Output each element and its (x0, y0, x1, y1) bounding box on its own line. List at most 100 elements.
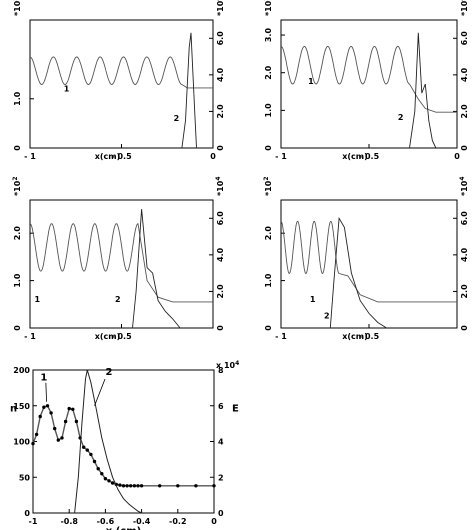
series-2-line (181, 32, 197, 149)
x-tick-label: - 0.5 (111, 332, 132, 341)
right-scale-text: *10 (216, 0, 225, 16)
series-1-point (67, 406, 71, 411)
series-1-point (118, 483, 122, 487)
left-tick-label: 0 (13, 145, 22, 151)
left-tick-label: 1.0 (13, 273, 22, 288)
series-1-line (32, 404, 214, 487)
right-tick-label: 4.0 (216, 67, 225, 82)
left-tick-label: 1.0 (13, 91, 22, 106)
right-tick-label: 4.0 (460, 247, 469, 262)
left-tick-label: 50 (19, 473, 31, 482)
series-1-point (129, 484, 133, 488)
x-axis-label: x(cm) (342, 152, 368, 161)
right-tick-label: 2.0 (460, 284, 469, 299)
x-axis-label: x(cm) (95, 152, 121, 161)
left-tick-label: 1.0 (264, 273, 273, 288)
right-tick-label: 0 (216, 325, 225, 331)
x-tick-label: -1 (29, 517, 38, 526)
right-tick-label: 6.0 (460, 211, 469, 226)
left-scale-text: *10 (13, 180, 22, 196)
series-1-point (107, 479, 111, 483)
series-1-point (212, 484, 216, 488)
right-scale-exponent: 4 (459, 176, 466, 180)
right-scale-text: x 10 (216, 361, 236, 370)
left-tick-label: 150 (13, 402, 30, 411)
left-tick-label: 100 (13, 438, 30, 447)
series-1-point (38, 414, 42, 419)
series-annotation: 1 (40, 373, 47, 384)
plot-frame (29, 19, 214, 149)
series-1-point (71, 407, 75, 411)
x-tick-label: - 0.5 (111, 152, 132, 161)
series-2-line (329, 216, 387, 329)
right-tick-label: 2.0 (216, 284, 225, 299)
right-scale-exponent: 4 (215, 0, 222, 1)
right-tick-label: 6.0 (216, 211, 225, 226)
x-tick-label: -0.8 (60, 517, 78, 526)
series-1-line (280, 45, 457, 113)
series-1-line (29, 223, 213, 303)
right-tick-label: 2.0 (216, 104, 225, 119)
series-2-line (409, 32, 437, 149)
left-tick-label: 1.0 (264, 103, 273, 118)
left-scale-text: *10 (264, 0, 273, 16)
series-annotation: 2 (324, 312, 330, 321)
left-scale-text: *10 (13, 0, 22, 16)
series-1-point (158, 484, 162, 488)
x-tick-label: - 1 (275, 332, 287, 341)
plot-frame (280, 199, 458, 329)
left-scale-label: *102 (12, 0, 23, 16)
x-tick-label: 0 (454, 152, 460, 161)
panel-2: - 1- 0.50x(cm)01.02.03.002.04.06.0*102*1… (263, 0, 470, 161)
plot-frame (32, 369, 215, 514)
series-1-point (85, 448, 90, 452)
right-tick-label: 4.0 (216, 247, 225, 262)
series-1-point (34, 432, 39, 437)
x-tick-label: 0 (210, 152, 216, 161)
panel-5: -1 -0.8 -0.6 -0.4 -0.2 0 x (cm) 0 50 100 150 200 0 2 4… (10, 360, 239, 530)
right-tick-label: 6.0 (460, 31, 469, 46)
series-1-point (100, 472, 104, 476)
left-tick-label: 0 (264, 145, 273, 151)
series-annotation: 2 (174, 114, 180, 123)
right-scale-exponent: 4 (215, 176, 222, 180)
right-scale-text: *10 (460, 180, 469, 196)
plot-frame (29, 199, 214, 329)
right-tick-label: 4.0 (460, 67, 469, 82)
left-scale-exponent: 2 (263, 176, 270, 180)
right-scale-label: *104 (215, 176, 226, 196)
annotation-leader-1 (45, 382, 47, 402)
x-tick-label: -0.2 (169, 517, 187, 526)
left-scale-exponent: 2 (12, 0, 19, 1)
right-tick-label: 0 (216, 145, 225, 151)
x-tick-label: - 0.5 (359, 152, 380, 161)
series-1-point (121, 484, 126, 488)
x-tick-label: - 1 (275, 152, 287, 161)
right-scale-text: *10 (216, 180, 225, 196)
series-1-point (60, 436, 64, 440)
series-annotation: 1 (35, 295, 41, 304)
series-1-point (56, 438, 60, 442)
series-1-point (110, 481, 115, 485)
left-axis-label: n (10, 404, 17, 415)
x-tick-label: -0.4 (133, 517, 151, 526)
left-tick-label: 200 (13, 366, 30, 375)
series-1-point (96, 467, 100, 471)
right-scale-exponent: 4 (459, 0, 466, 1)
series-annotation: 2 (106, 367, 113, 378)
series-1-point (31, 441, 35, 446)
series-1-point (74, 419, 79, 424)
left-tick-label: 0 (13, 325, 22, 331)
right-scale-label: *104 (215, 0, 226, 16)
x-axis-label: x(cm) (95, 332, 121, 341)
series-annotation: 2 (398, 113, 404, 122)
right-scale-text: *10 (460, 0, 469, 16)
x-tick-label: 0 (211, 517, 217, 526)
right-scale-label: x 104 (216, 360, 239, 371)
series-1-line (29, 56, 213, 89)
series-1-point (42, 405, 46, 409)
right-tick-label: 6 (218, 402, 224, 411)
right-tick-label: 0 (218, 509, 224, 518)
right-scale-exponent: 4 (235, 360, 239, 367)
